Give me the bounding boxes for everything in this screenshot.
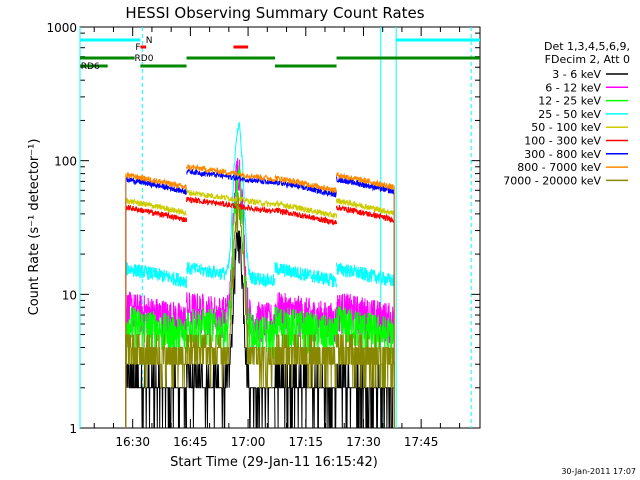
x-tick-label: 17:45	[404, 435, 439, 449]
series-line-4	[125, 197, 187, 217]
series-line-7	[274, 174, 337, 194]
x-tick-label: 17:30	[346, 435, 381, 449]
status-label-flare: F	[135, 43, 140, 53]
series-line-2	[274, 306, 337, 356]
series-line-5	[186, 196, 276, 214]
legend: Det 1,3,4,5,6,9,FDecim 2, Att 0 3 - 6 keV…	[503, 40, 630, 187]
series-line-3	[274, 261, 337, 288]
legend-label: 800 - 7000 keV	[517, 161, 601, 174]
status-label-rd6: RD6	[81, 62, 100, 72]
x-axis-label: Start Time (29-Jan-11 16:15:42)	[170, 455, 378, 470]
legend-label: 12 - 25 keV	[538, 95, 601, 108]
series-line-7	[186, 163, 276, 183]
series-line-4	[336, 198, 395, 216]
status-label-rd0: RD0	[135, 54, 154, 64]
series-line-5	[274, 207, 337, 226]
series-line-3	[336, 262, 395, 287]
status-label-night: N	[146, 36, 153, 46]
series-line-0	[125, 363, 187, 429]
series-line-8	[186, 192, 276, 389]
legend-header-line: Det 1,3,4,5,6,9,	[544, 40, 630, 53]
series-line-3	[186, 122, 276, 289]
legend-label: 3 - 6 keV	[552, 68, 601, 81]
series-line-0	[186, 230, 276, 429]
legend-label: 50 - 100 keV	[531, 121, 601, 134]
series-line-4	[186, 188, 276, 207]
series-line-8	[274, 334, 337, 389]
series-line-2	[186, 165, 276, 360]
series-line-6	[125, 176, 187, 196]
y-tick-label: 10	[62, 288, 77, 302]
timestamp: 30-Jan-2011 17:07	[561, 467, 636, 476]
legend-label: 100 - 300 keV	[524, 135, 601, 148]
x-tick-label: 16:30	[115, 435, 150, 449]
series-line-8	[125, 334, 187, 389]
series-line-7	[125, 171, 187, 191]
legend-header-line: FDecim 2, Att 0	[545, 53, 630, 66]
series-line-4	[274, 199, 337, 219]
series-line-6	[274, 178, 337, 198]
legend-label: 300 - 800 keV	[524, 148, 601, 161]
x-tick-label: 17:15	[288, 435, 323, 449]
y-tick-label: 1	[69, 422, 77, 436]
chart-title: HESSI Observing Summary Count Rates	[125, 4, 424, 22]
y-tick-label: 1000	[46, 21, 77, 35]
x-tick-label: 16:45	[173, 435, 208, 449]
series-line-7	[336, 172, 395, 191]
series-line-6	[186, 166, 276, 185]
legend-label: 6 - 12 keV	[545, 81, 601, 94]
series-line-3	[125, 261, 187, 289]
series-line-8	[336, 334, 395, 389]
series-line-2	[125, 306, 187, 359]
y-axis-label: Count Rate (s⁻¹ detector⁻¹)	[27, 139, 42, 316]
series-line-5	[336, 204, 395, 224]
plot-area: 1 10 100 1000 16:30 16:45 17:00 17:15 17:30 17:45…	[46, 21, 481, 449]
x-tick-label: 17:00	[231, 435, 266, 449]
legend-label: 7000 - 20000 keV	[503, 174, 601, 187]
series-line-5	[125, 204, 187, 223]
y-tick-label: 100	[54, 155, 77, 169]
legend-label: 25 - 50 keV	[538, 108, 601, 121]
